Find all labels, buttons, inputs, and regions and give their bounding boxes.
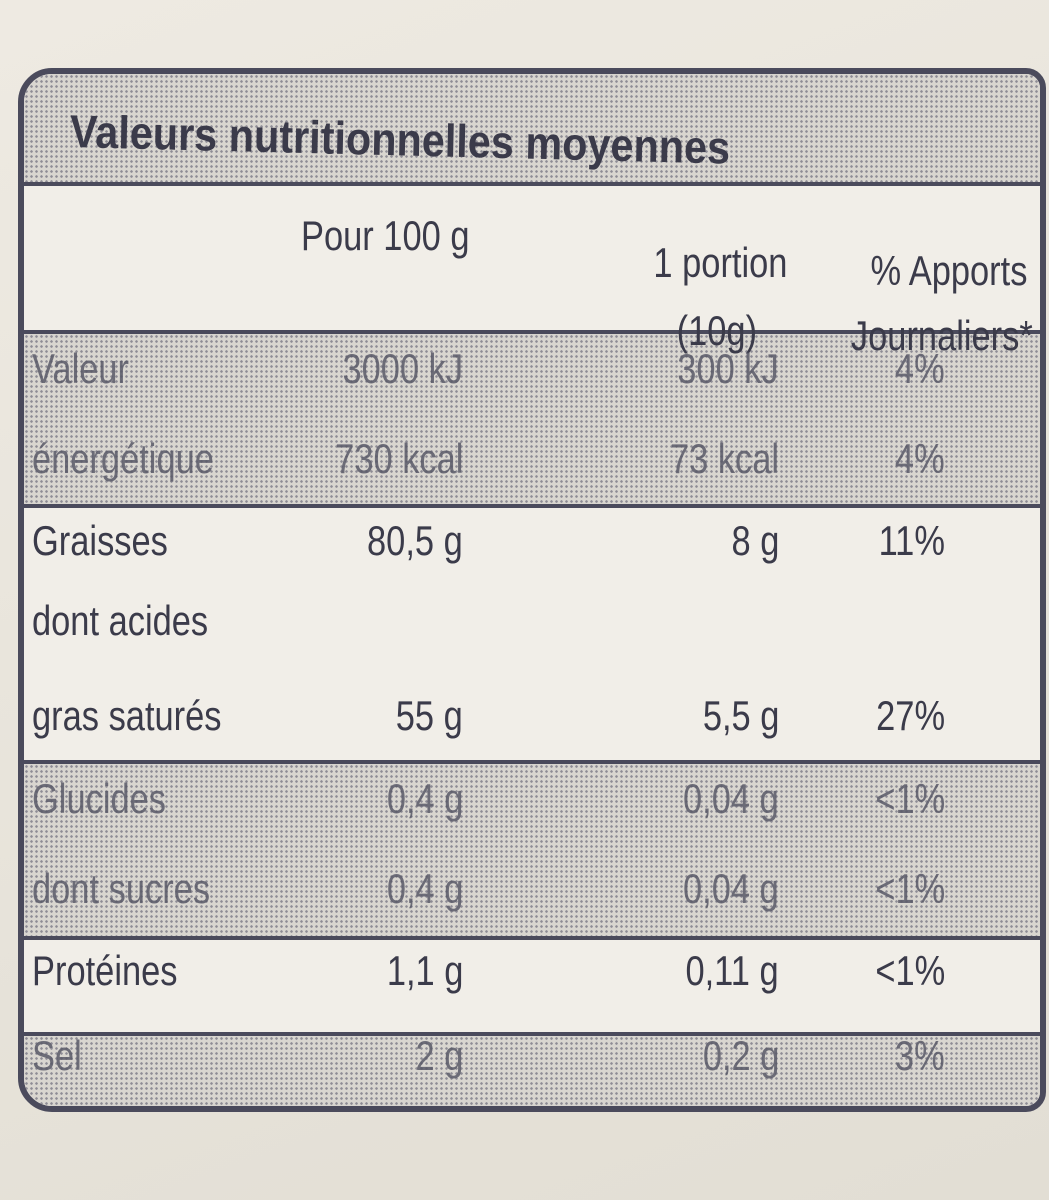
cell-value: <1% (875, 775, 945, 822)
cell-value: 55 g (395, 692, 463, 739)
column-header: % Apports (870, 247, 1027, 294)
nutrition-table (18, 68, 1046, 1112)
row-label: Sel (32, 1032, 82, 1079)
cell-value: 0,11 g (685, 947, 779, 994)
cell-value: 4% (895, 345, 945, 392)
cell-value: 4% (895, 435, 945, 482)
cell-value: 0,2 g (702, 1032, 779, 1079)
cell-value: 0,4 g (386, 775, 463, 822)
rule (24, 504, 1040, 508)
cell-value: 5,5 g (702, 692, 779, 739)
column-header: Pour 100 g (300, 212, 469, 259)
shaded-row (24, 764, 1040, 936)
column-header: Journaliers* (851, 312, 1033, 359)
cell-value: <1% (875, 947, 945, 994)
cell-value: <1% (875, 865, 945, 912)
cell-value: 80,5 g (367, 517, 463, 564)
row-label: Graisses (32, 517, 168, 564)
column-header: 1 portion (652, 239, 787, 286)
cell-value: 11% (878, 517, 945, 564)
cell-value: 3% (895, 1032, 945, 1079)
row-label: Valeur (32, 345, 130, 392)
cell-value: 2 g (415, 1032, 463, 1079)
cell-value: 0,4 g (386, 865, 463, 912)
row-label: dont sucres (32, 865, 211, 912)
cell-value: 0,04 g (683, 775, 779, 822)
row-label: gras saturés (32, 692, 222, 739)
cell-value: 73 kcal (669, 435, 779, 482)
rule (24, 182, 1040, 186)
cell-value: 8 g (731, 517, 779, 564)
row-label: Glucides (32, 775, 166, 822)
rule (24, 1032, 1040, 1036)
shaded-row (24, 334, 1040, 504)
title-band (24, 74, 1040, 182)
rule (24, 760, 1040, 764)
shaded-row (24, 1036, 1040, 1106)
cell-value: 1,1 g (386, 947, 463, 994)
row-label: Protéines (32, 947, 178, 994)
row-label: dont acides (32, 597, 209, 644)
cell-value: 730 kcal (334, 435, 463, 482)
cell-value: 300 kJ (677, 345, 779, 392)
column-header: (10g) (676, 307, 757, 354)
row-label: énergétique (32, 435, 214, 482)
cell-value: 0,04 g (683, 865, 779, 912)
cell-value: 3000 kJ (342, 345, 463, 392)
cell-value: 27% (876, 692, 945, 739)
rule (24, 330, 1040, 334)
rule (24, 936, 1040, 940)
